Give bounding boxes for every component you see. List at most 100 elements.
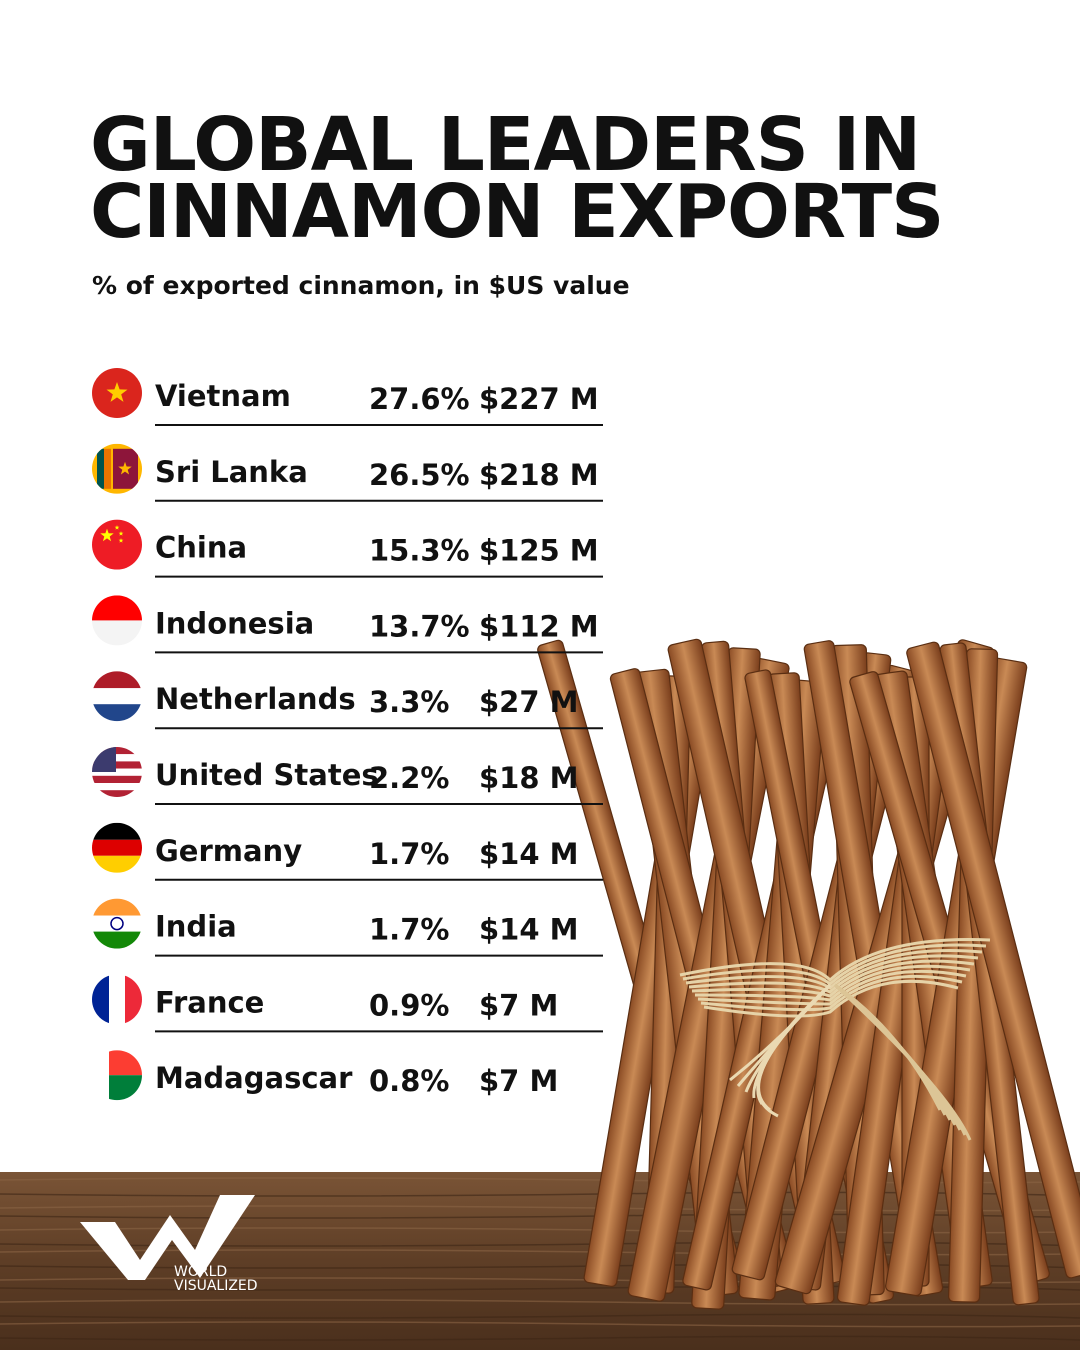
flag [92, 368, 142, 418]
raffia [679, 938, 991, 983]
country: Madagascar [155, 1061, 353, 1095]
grain [0, 1285, 1080, 1291]
share: 15.3% [369, 534, 470, 568]
flag-part [92, 790, 142, 797]
country: Vietnam [155, 379, 291, 413]
title: GLOBAL LEADERS IN [90, 102, 920, 188]
country: India [155, 910, 237, 944]
export-value: $112 M [479, 609, 599, 643]
flag [92, 519, 142, 570]
cinnamon-stick [906, 641, 1080, 1279]
flag-part [109, 1050, 142, 1076]
raffia [703, 979, 959, 1018]
flag-part [92, 688, 142, 705]
flag-part [92, 855, 142, 873]
title: CINNAMON EXPORTS [90, 169, 943, 255]
export-value: $125 M [479, 534, 599, 568]
grain [0, 1205, 1080, 1212]
export-value: $14 M [479, 913, 579, 947]
flag-part [92, 704, 142, 722]
export-value: $14 M [479, 837, 579, 871]
raffia [697, 969, 967, 1006]
flag-part [97, 448, 104, 489]
raffia [691, 959, 975, 998]
flag [92, 671, 142, 722]
country: China [155, 531, 247, 565]
flag-part [92, 822, 142, 840]
logo-tm: TM [239, 1194, 250, 1202]
flag-part [92, 595, 142, 621]
flag-part [92, 974, 109, 1025]
export-value: $18 M [479, 761, 579, 795]
flag-part [92, 754, 142, 762]
flag-star [106, 382, 128, 402]
share: 0.8% [369, 1064, 449, 1098]
flag-part [92, 915, 142, 932]
flag [92, 974, 142, 1025]
table: Vietnam 27.6% $227 M Sri Lanka 26.5% $218 M Ch… [92, 368, 603, 1101]
logo-mark [80, 1195, 255, 1280]
export-value: $27 M [479, 685, 579, 719]
flag [92, 1050, 142, 1101]
flag [92, 595, 142, 646]
flag-part [92, 768, 142, 776]
flag-part [104, 448, 111, 489]
flag [92, 747, 142, 797]
country: France [155, 985, 264, 1019]
export-value: $227 M [479, 382, 599, 416]
grain [0, 1227, 1080, 1234]
country: Indonesia [155, 606, 314, 640]
share: 2.2% [369, 761, 449, 795]
raffia [688, 954, 979, 994]
flag-part [110, 916, 124, 931]
grain [0, 1299, 1080, 1306]
flag [92, 898, 142, 949]
country: United States [155, 758, 379, 792]
grain [0, 1213, 1080, 1219]
grain [0, 1177, 1080, 1184]
logo-text: WORLD [174, 1264, 227, 1280]
flag-part [109, 1075, 142, 1101]
flag-star [100, 528, 114, 542]
share: 27.6% [369, 382, 470, 416]
export-value: $218 M [479, 458, 599, 492]
raffia [700, 974, 963, 1012]
raffia [756, 983, 832, 1118]
export-value: $7 M [479, 988, 558, 1022]
flag-part [109, 974, 125, 1025]
subtitle: % of exported cinnamon, in $US value [92, 271, 630, 300]
grain [0, 1335, 1080, 1341]
raffia [694, 964, 971, 1002]
wood-grain [0, 1177, 1080, 1341]
share: 0.9% [369, 988, 449, 1022]
grain [0, 1321, 1080, 1328]
country: Sri Lanka [155, 455, 308, 489]
share: 13.7% [369, 609, 470, 643]
share: 1.7% [369, 837, 449, 871]
flag-part [92, 747, 116, 772]
flag-part [92, 1050, 109, 1101]
flag-part [92, 839, 142, 856]
flag-star [118, 538, 124, 543]
grain [0, 1313, 1080, 1319]
export-value: $7 M [479, 1064, 558, 1098]
cinnamon-bundle [537, 638, 1080, 1310]
flag-part [92, 931, 142, 949]
flag-part [92, 761, 142, 769]
share: 26.5% [369, 458, 470, 492]
flag-part [92, 671, 142, 689]
flag-part [92, 898, 142, 916]
logo: WORLD VISUALIZED TM [80, 1194, 258, 1294]
flag-part [125, 974, 142, 1025]
flag-part [92, 783, 142, 791]
flag [92, 822, 142, 873]
share: 3.3% [369, 685, 449, 719]
logo-text: VISUALIZED [174, 1278, 258, 1294]
flag-star [118, 531, 124, 536]
country: Germany [155, 834, 302, 868]
share: 1.7% [369, 913, 449, 947]
raffia [685, 949, 983, 990]
country: Netherlands [155, 682, 356, 716]
flag-star [118, 461, 132, 475]
